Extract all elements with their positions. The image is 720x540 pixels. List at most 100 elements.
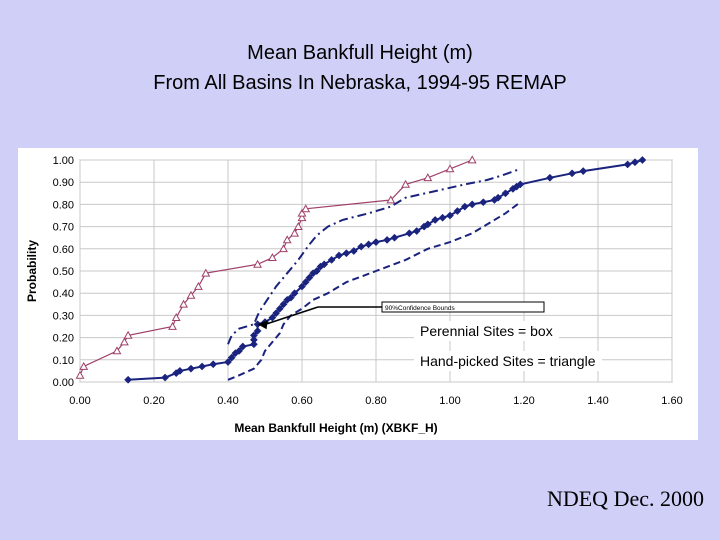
perennial-point: [249, 340, 258, 349]
x-tick-label: 0.40: [217, 395, 238, 407]
perennial-point: [238, 342, 247, 351]
perennial-point: [383, 235, 392, 244]
handpicked-point: [445, 164, 455, 173]
perennial-point: [446, 211, 454, 220]
perennial-point: [479, 198, 488, 207]
perennial-point: [364, 240, 373, 249]
handpicked-point: [282, 235, 292, 244]
perennial-point: [227, 353, 236, 362]
bankfull-height-chart: 0.00 0.10 0.20 0.30 0.40 0.50 0.60 0.70 0.80 0.90…: [25, 155, 683, 435]
y-tick-label: 0.20: [53, 333, 74, 345]
plot-panel: 0.00 0.10 0.20 0.30 0.40 0.50 0.60 0.70 0.80 0.90…: [18, 148, 698, 440]
perennial-point: [412, 227, 421, 235]
y-tick-label: 0.60: [53, 244, 74, 256]
x-tick-label: 0.20: [143, 395, 164, 407]
handpicked-point: [193, 281, 203, 290]
perennial-point: [249, 331, 258, 340]
perennial-point: [327, 255, 336, 264]
handpicked-point: [290, 228, 300, 237]
perennial-point: [187, 364, 195, 373]
perennial-point: [175, 366, 184, 375]
perennial-point: [286, 293, 295, 302]
perennial-point: [423, 220, 432, 229]
handpicked-point: [179, 299, 189, 308]
perennial-point: [405, 229, 414, 238]
y-tick-label: 0.50: [53, 266, 74, 278]
chart-title-line-1: Mean Bankfull Height (m): [247, 42, 473, 64]
perennial-point: [198, 362, 207, 371]
perennial-point: [453, 207, 462, 216]
perennial-point: [312, 267, 321, 275]
y-tick-label: 0.10: [53, 355, 74, 367]
perennial-point: [298, 282, 306, 291]
handpicked-point: [293, 221, 303, 230]
handpicked-point: [119, 337, 129, 346]
annotation-arrow-line: [265, 306, 319, 326]
handpicked-point: [79, 361, 89, 370]
series-line-upper-90-confidence-bound: [227, 167, 521, 345]
perennial-point: [305, 273, 314, 282]
y-tick-label: 0.70: [53, 222, 74, 234]
perennial-point: [253, 326, 262, 335]
handpicked-point: [201, 268, 211, 277]
handpicked-point: [401, 179, 411, 188]
perennial-point: [161, 373, 170, 382]
perennial-point: [209, 360, 218, 369]
perennial-point: [631, 158, 639, 167]
x-tick-label: 0.00: [69, 395, 90, 407]
perennial-point: [335, 251, 343, 260]
perennial-point: [290, 289, 299, 298]
perennial-point: [124, 375, 133, 384]
handpicked-point: [301, 204, 311, 213]
handpicked-point: [186, 290, 196, 299]
handpicked-point: [123, 330, 133, 339]
perennial-point: [579, 167, 588, 176]
perennial-point: [438, 213, 447, 222]
perennial-point: [372, 238, 380, 247]
handpicked-point: [279, 244, 288, 253]
chart-title-line-2: From All Basins In Nebraska, 1994-95 REM…: [153, 72, 567, 94]
x-tick-label: 1.20: [513, 395, 534, 407]
perennial-point: [357, 242, 366, 251]
perennial-point: [623, 160, 632, 169]
perennial-point: [272, 309, 281, 318]
perennial-point: [568, 169, 577, 178]
perennial-point: [638, 156, 647, 164]
handpicked-point: [467, 155, 477, 164]
handpicked-point: [253, 259, 263, 268]
y-tick-label: 0.90: [53, 177, 74, 189]
x-tick-label: 1.40: [587, 395, 608, 407]
annotation-label: 90%Confidence Bounds: [385, 305, 455, 312]
annotation-arrowhead: [257, 320, 268, 330]
perennial-point: [235, 346, 244, 355]
perennial-point: [390, 233, 399, 242]
perennial-point: [349, 247, 358, 255]
x-axis-title: Mean Bankfull Height (m) (XBKF_H): [234, 421, 437, 435]
legend-handpicked: Hand-picked Sites = triangle: [414, 351, 602, 371]
x-tick-label: 0.80: [365, 395, 386, 407]
handpicked-point: [168, 321, 177, 330]
perennial-point: [431, 215, 440, 224]
handpicked-point: [75, 370, 85, 379]
perennial-point: [279, 300, 288, 309]
handpicked-point: [386, 195, 396, 204]
y-tick-label: 1.00: [53, 155, 74, 167]
y-tick-label: 0.00: [53, 377, 74, 389]
y-tick-label: 0.30: [53, 310, 74, 322]
y-tick-label: 0.40: [53, 288, 74, 300]
perennial-point: [320, 260, 329, 269]
x-tick-label: 0.60: [291, 395, 312, 407]
legend-perennial: Perennial Sites = box: [414, 321, 559, 341]
y-tick-label: 0.80: [53, 199, 74, 211]
perennial-point: [275, 304, 284, 313]
handpicked-point: [267, 253, 277, 262]
perennial-point: [494, 193, 503, 202]
perennial-point: [342, 249, 351, 258]
perennial-point: [501, 189, 510, 198]
handpicked-point: [297, 208, 307, 217]
handpicked-point: [423, 173, 433, 182]
x-tick-label: 1.60: [661, 395, 682, 407]
perennial-point: [301, 278, 310, 287]
perennial-point: [224, 358, 232, 366]
y-axis-title: Probability: [25, 240, 39, 302]
